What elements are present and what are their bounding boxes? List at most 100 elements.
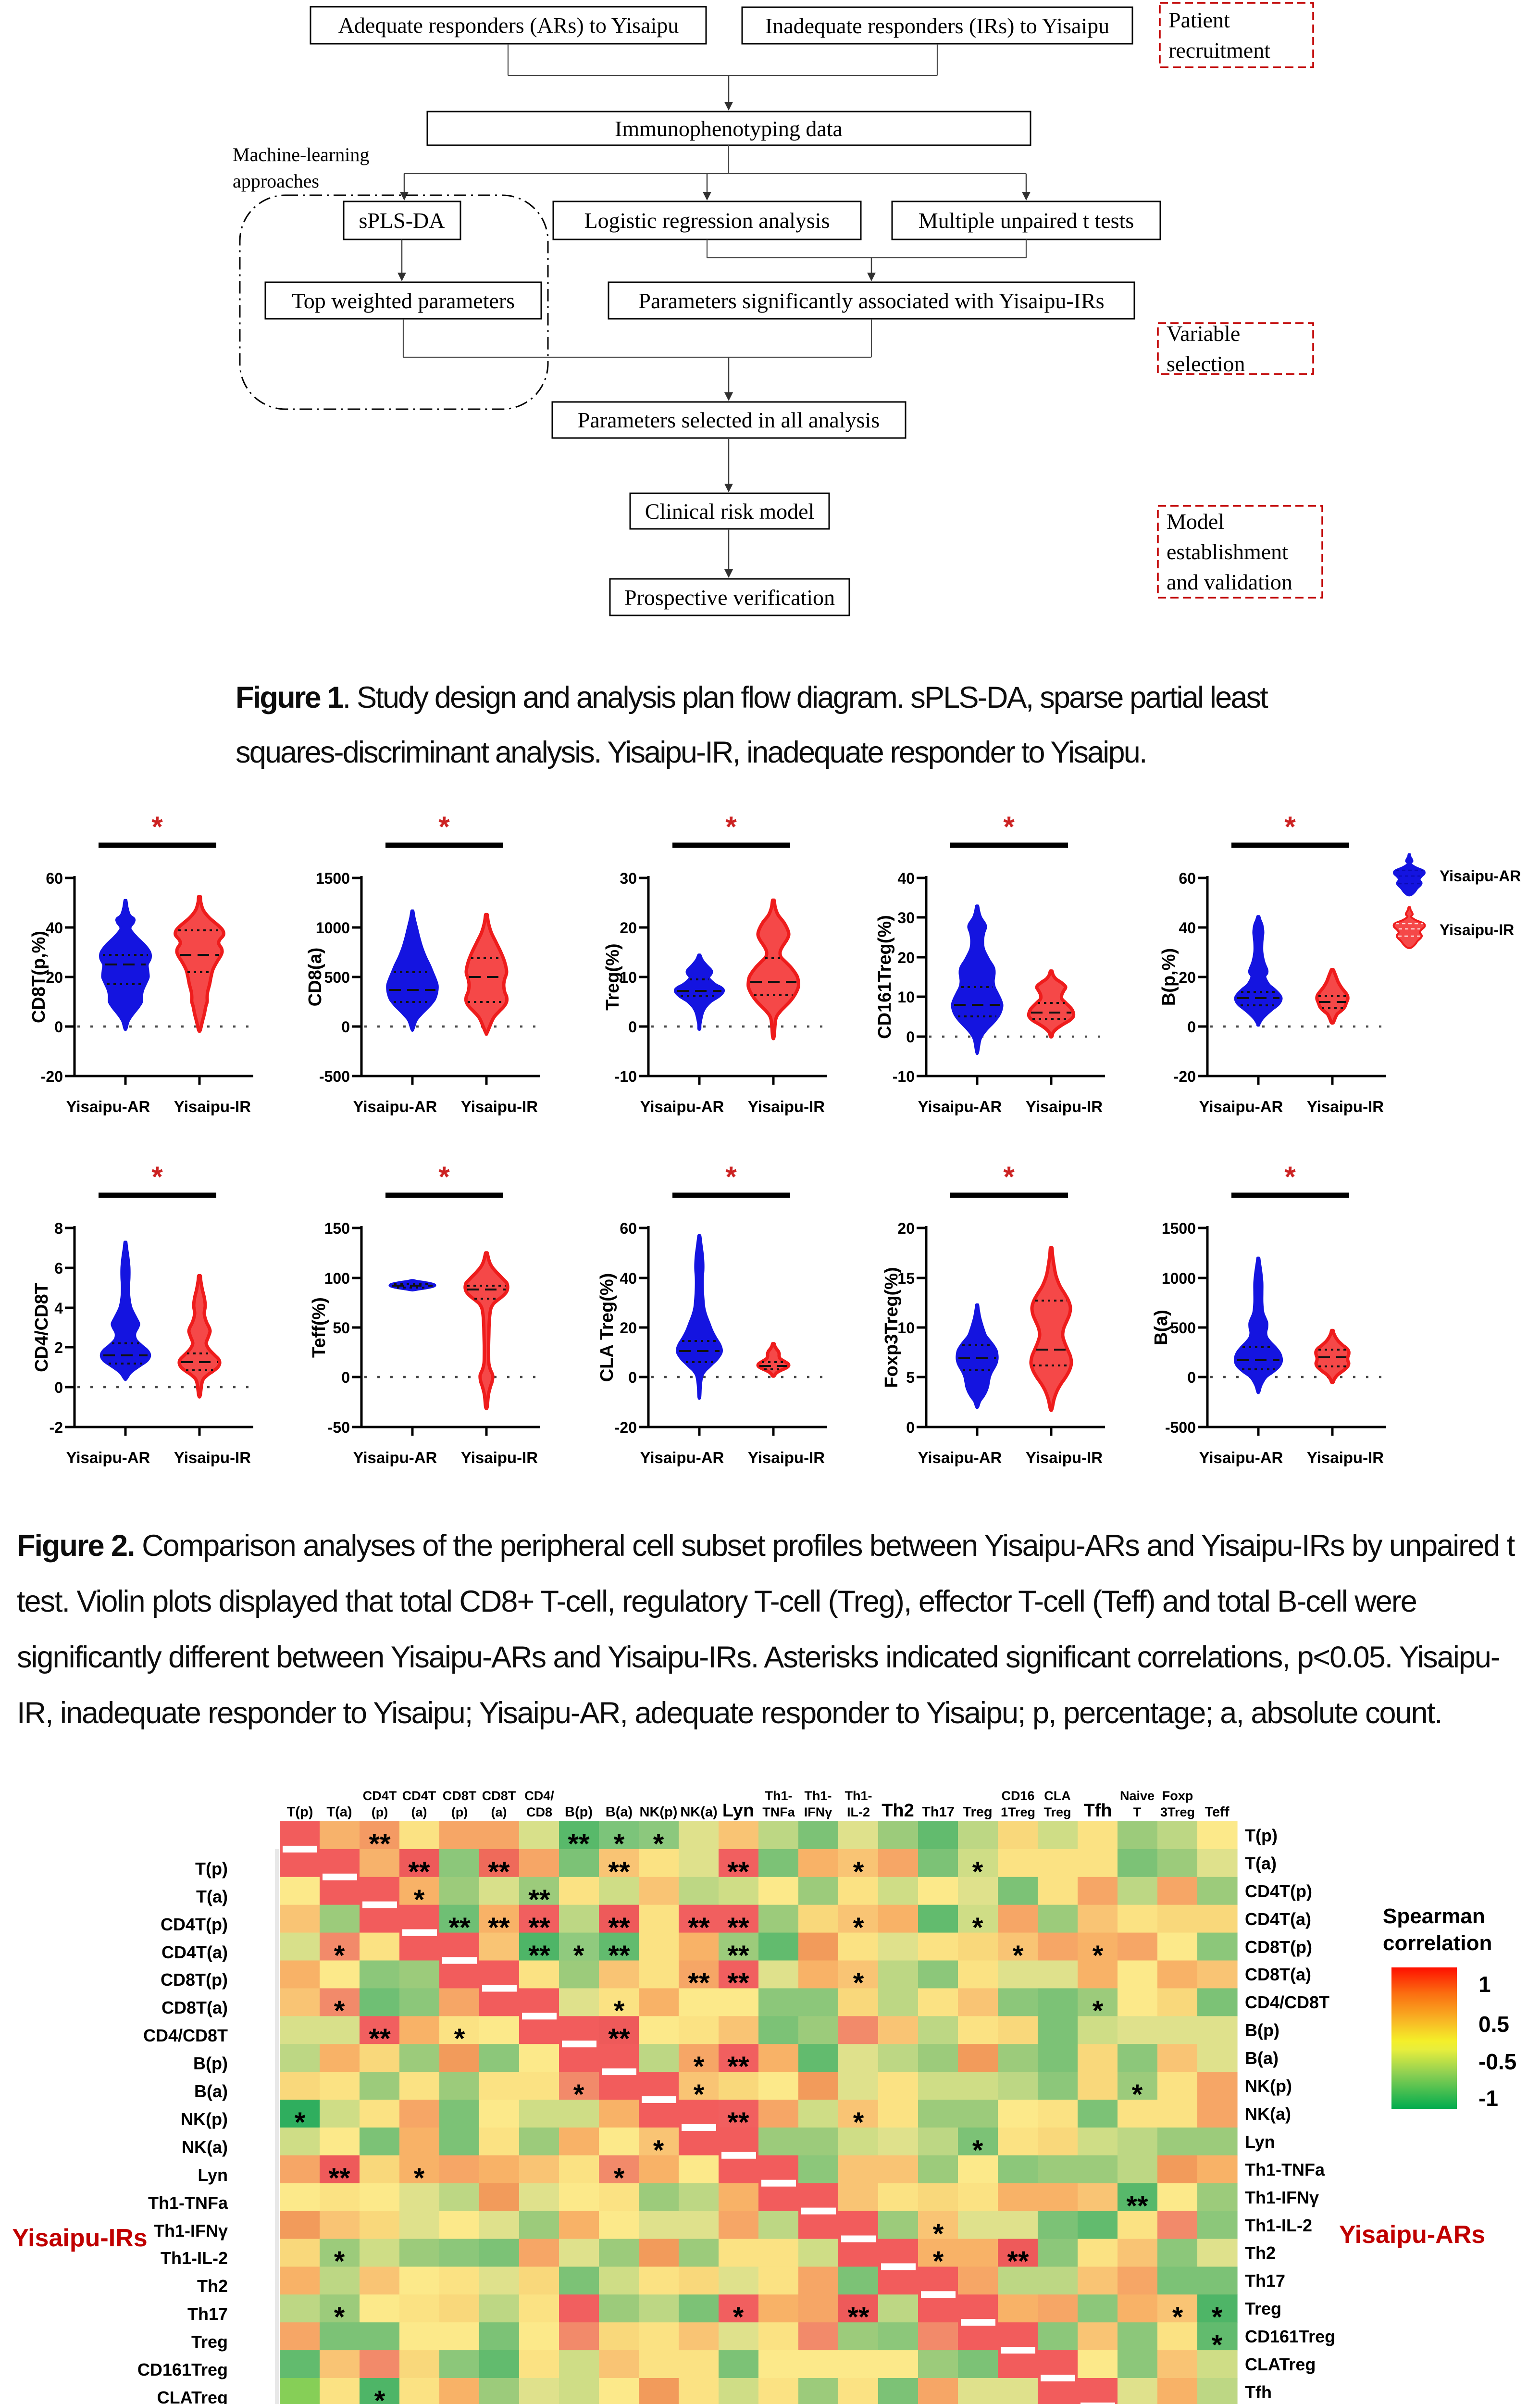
svg-text:CLA Treg(%): CLA Treg(%) (597, 1273, 617, 1382)
svg-text:T: T (1133, 1805, 1142, 1819)
svg-text:**: ** (369, 1828, 391, 1860)
svg-text:*: * (374, 2385, 385, 2404)
svg-text:0: 0 (341, 1018, 350, 1036)
svg-text:**: ** (847, 2302, 869, 2333)
svg-text:NK(p): NK(p) (181, 2109, 228, 2129)
svg-text:Yisaipu-AR: Yisaipu-AR (353, 1098, 437, 1115)
svg-text:(a): (a) (411, 1805, 427, 1819)
svg-text:Th17: Th17 (922, 1804, 955, 1820)
svg-text:Prospective verification: Prospective verification (624, 585, 835, 610)
svg-text:correlation: correlation (1383, 1931, 1492, 1955)
svg-text:Parameters significantly assoc: Parameters significantly associated with… (638, 288, 1104, 313)
svg-text:T(a): T(a) (196, 1887, 228, 1906)
svg-text:CD8: CD8 (526, 1805, 552, 1819)
svg-text:and validation: and validation (1167, 570, 1292, 594)
svg-text:Adequate responders (ARs) to Y: Adequate responders (ARs) to Yisaipu (338, 13, 679, 38)
svg-text:*: * (614, 1995, 625, 2027)
svg-text:**: ** (608, 2023, 630, 2054)
svg-text:-0.5: -0.5 (1478, 2049, 1516, 2074)
svg-text:20: 20 (46, 969, 63, 986)
svg-text:Th1-: Th1- (805, 1789, 832, 1803)
svg-text:*: * (1132, 2079, 1143, 2110)
svg-text:CD161Treg(%): CD161Treg(%) (875, 915, 895, 1039)
svg-text:*: * (454, 2023, 465, 2054)
svg-text:0: 0 (906, 1028, 915, 1046)
svg-text:test. Violin plots displayed t: test. Violin plots displayed that total … (17, 1585, 1416, 1618)
svg-text:CD4/CD8T: CD4/CD8T (143, 2026, 228, 2045)
svg-text:1Treg: 1Treg (1001, 1805, 1035, 1819)
svg-text:Tfh: Tfh (1083, 1801, 1112, 1821)
svg-text:NK(a): NK(a) (182, 2137, 228, 2157)
svg-text:IFNγ: IFNγ (804, 1805, 832, 1819)
svg-text:-1: -1 (1478, 2086, 1498, 2111)
svg-text:**: ** (608, 1940, 630, 1971)
svg-text:Yisaipu-AR: Yisaipu-AR (353, 1449, 437, 1466)
svg-text:CD161Treg: CD161Treg (137, 2360, 228, 2379)
svg-text:**: ** (528, 1912, 550, 1943)
svg-text:Yisaipu-IR: Yisaipu-IR (748, 1449, 825, 1466)
svg-text:Lyn: Lyn (1245, 2132, 1275, 2152)
svg-text:**: ** (528, 1884, 550, 1916)
svg-text:Parameters selected in all ana: Parameters selected in all analysis (578, 408, 880, 432)
svg-text:-20: -20 (615, 1419, 637, 1436)
svg-text:*: * (334, 1940, 345, 1971)
svg-text:0: 0 (1187, 1369, 1196, 1386)
svg-text:CLATreg: CLATreg (1245, 2354, 1316, 2374)
svg-text:-50: -50 (328, 1419, 350, 1436)
svg-text:5: 5 (906, 1369, 915, 1386)
svg-text:-500: -500 (1165, 1419, 1196, 1436)
svg-text:Lyn: Lyn (198, 2165, 228, 2185)
svg-text:-2: -2 (50, 1419, 63, 1436)
svg-text:*: * (725, 1161, 737, 1193)
svg-text:CD8T(p): CD8T(p) (1245, 1937, 1312, 1957)
svg-text:CD8T(p,%): CD8T(p,%) (29, 931, 49, 1023)
svg-text:establishment: establishment (1167, 539, 1288, 564)
svg-text:**: ** (688, 1967, 710, 1999)
svg-text:40: 40 (1179, 919, 1196, 937)
svg-text:20: 20 (897, 1220, 915, 1237)
svg-text:*: * (573, 2079, 584, 2110)
svg-text:**: ** (408, 1856, 430, 1888)
svg-text:*: * (725, 811, 737, 843)
svg-text:**: ** (727, 1940, 749, 1971)
svg-text:**: ** (1007, 2246, 1029, 2277)
svg-text:15: 15 (897, 1270, 915, 1287)
svg-text:40: 40 (620, 1270, 637, 1287)
svg-text:Yisaipu-AR: Yisaipu-AR (640, 1449, 724, 1466)
svg-text:(p): (p) (372, 1805, 388, 1819)
svg-text:Th17: Th17 (1245, 2271, 1285, 2291)
svg-text:NK(a): NK(a) (680, 1804, 717, 1820)
svg-text:*: * (653, 2135, 664, 2166)
svg-text:CLATreg: CLATreg (157, 2388, 228, 2404)
svg-text:NK(p): NK(p) (640, 1804, 678, 1820)
svg-text:500: 500 (324, 969, 350, 986)
svg-text:Th2: Th2 (197, 2276, 228, 2296)
svg-text:10: 10 (897, 989, 915, 1006)
svg-text:**: ** (727, 1967, 749, 1999)
svg-text:B(a): B(a) (606, 1804, 633, 1820)
svg-text:Yisaipu-IRs: Yisaipu-IRs (12, 2224, 147, 2252)
svg-text:CD4/CD8T: CD4/CD8T (32, 1283, 52, 1372)
svg-text:30: 30 (620, 870, 637, 887)
svg-text:*: * (614, 1828, 625, 1860)
svg-text:60: 60 (1179, 870, 1196, 887)
svg-text:*: * (1093, 1995, 1104, 2027)
svg-text:Th2: Th2 (1245, 2243, 1276, 2263)
svg-text:T(a): T(a) (326, 1804, 352, 1820)
svg-text:Figure 2. Comparison analyses: Figure 2. Comparison analyses of the per… (17, 1529, 1515, 1563)
svg-text:*: * (1003, 811, 1015, 843)
svg-text:0: 0 (1187, 1018, 1196, 1036)
svg-text:*: * (1003, 1161, 1015, 1193)
svg-text:Yisaipu-IR: Yisaipu-IR (748, 1098, 825, 1115)
svg-text:0: 0 (628, 1018, 637, 1036)
svg-text:**: ** (369, 2023, 391, 2054)
svg-text:*: * (151, 1161, 163, 1193)
svg-text:*: * (933, 2218, 944, 2250)
svg-text:-20: -20 (41, 1068, 63, 1085)
svg-text:**: ** (727, 1912, 749, 1943)
svg-text:0: 0 (54, 1379, 63, 1396)
svg-text:Yisaipu-AR: Yisaipu-AR (918, 1449, 1002, 1466)
svg-text:Logistic regression analysis: Logistic regression analysis (584, 208, 830, 233)
svg-text:**: ** (608, 1856, 630, 1888)
svg-text:**: ** (568, 1828, 590, 1860)
